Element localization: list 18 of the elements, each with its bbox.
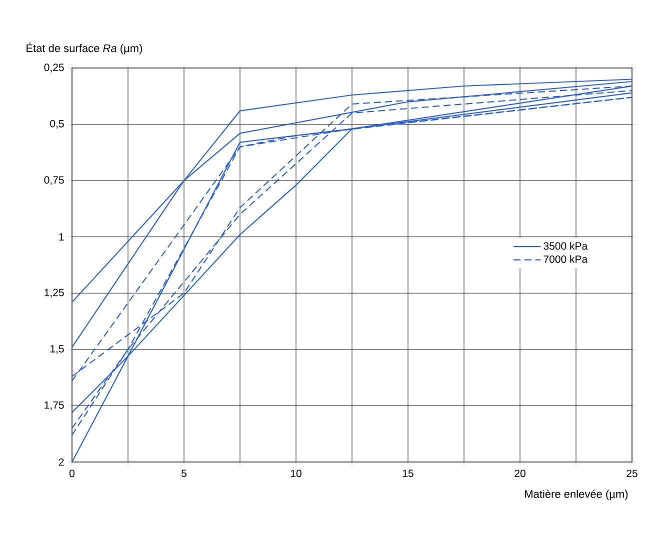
x-axis-title: Matière enlevée (µm) [525,490,628,500]
y-tick-label: 1 [59,233,64,240]
x-tick-label: 25 [626,470,638,478]
x-tick-label: 10 [290,470,302,478]
y-tick-label: 0,75 [44,176,64,185]
x-tick-label: 20 [514,470,526,478]
y-tick-label: 0,25 [44,64,64,72]
x-tick-label: 15 [402,470,414,478]
legend-label: 7000 kPa [544,255,588,263]
y-axis-title: État de surface Ra (µm) [26,42,142,54]
y-tick-label: 2 [58,458,64,466]
legend-label: 3500 kPa [544,242,588,250]
y-tick-label: 1,75 [44,401,64,410]
y-tick-label: 1,25 [44,288,64,298]
x-tick-label: 0 [69,470,75,478]
y-tick-label: 1,5 [50,345,64,354]
y-tick-label: 0,5 [50,120,64,129]
x-tick-label: 5 [182,470,186,478]
